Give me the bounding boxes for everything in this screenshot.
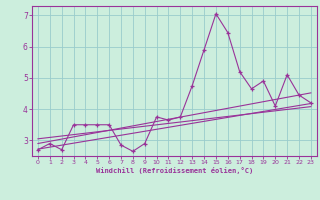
X-axis label: Windchill (Refroidissement éolien,°C): Windchill (Refroidissement éolien,°C) (96, 167, 253, 174)
